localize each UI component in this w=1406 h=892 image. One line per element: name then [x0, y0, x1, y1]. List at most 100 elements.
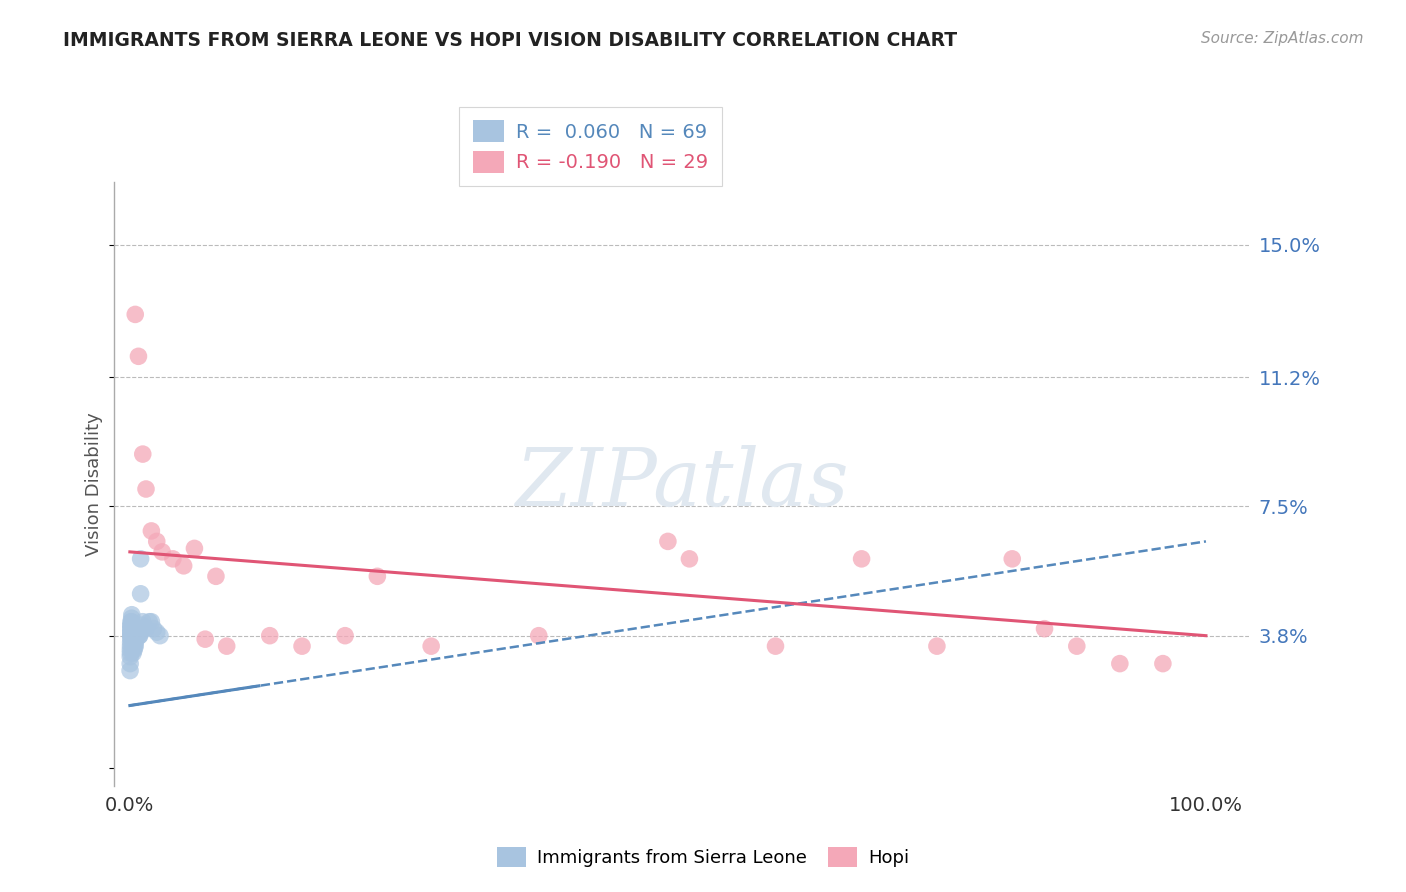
Point — [135, 622, 157, 636]
Point — [291, 639, 314, 653]
Text: ZIPatlas: ZIPatlas — [515, 445, 848, 523]
Point — [122, 635, 145, 649]
Text: IMMIGRANTS FROM SIERRA LEONE VS HOPI VISION DISABILITY CORRELATION CHART: IMMIGRANTS FROM SIERRA LEONE VS HOPI VIS… — [63, 31, 957, 50]
Point — [150, 545, 173, 559]
Point — [420, 639, 443, 653]
Point — [122, 629, 145, 643]
Point — [120, 618, 142, 632]
Point — [127, 625, 149, 640]
Point — [120, 615, 142, 629]
Point — [259, 629, 281, 643]
Point — [1001, 552, 1024, 566]
Point — [120, 632, 142, 647]
Point — [527, 629, 550, 643]
Point — [925, 639, 948, 653]
Point — [127, 629, 149, 643]
Point — [122, 625, 145, 640]
Point — [120, 629, 142, 643]
Point — [124, 635, 146, 649]
Point — [141, 615, 163, 629]
Point — [132, 622, 155, 636]
Point — [122, 629, 145, 643]
Point — [173, 558, 195, 573]
Point — [145, 625, 167, 640]
Point — [120, 622, 142, 636]
Point — [205, 569, 228, 583]
Point — [128, 625, 150, 640]
Point — [122, 639, 145, 653]
Point — [129, 622, 152, 636]
Point — [1066, 639, 1088, 653]
Point — [657, 534, 679, 549]
Point — [1152, 657, 1174, 671]
Point — [120, 646, 142, 660]
Text: Source: ZipAtlas.com: Source: ZipAtlas.com — [1201, 31, 1364, 46]
Point — [121, 607, 143, 622]
Point — [120, 622, 142, 636]
Point — [120, 629, 142, 643]
Point — [127, 625, 149, 640]
Point — [124, 629, 146, 643]
Point — [120, 629, 142, 643]
Y-axis label: Vision Disability: Vision Disability — [86, 412, 103, 556]
Point — [678, 552, 700, 566]
Point — [1108, 657, 1130, 671]
Point — [366, 569, 388, 583]
Point — [149, 629, 172, 643]
Point — [127, 622, 149, 636]
Point — [120, 657, 142, 671]
Point — [124, 632, 146, 647]
Point — [127, 625, 149, 640]
Point — [122, 635, 145, 649]
Point — [120, 649, 142, 664]
Point — [121, 625, 143, 640]
Point — [125, 629, 148, 643]
Point — [122, 642, 145, 657]
Point — [215, 639, 238, 653]
Point — [122, 635, 145, 649]
Legend: R =  0.060   N = 69, R = -0.190   N = 29: R = 0.060 N = 69, R = -0.190 N = 29 — [460, 107, 721, 186]
Point — [1033, 622, 1056, 636]
Point — [121, 611, 143, 625]
Point — [120, 635, 142, 649]
Point — [120, 639, 142, 653]
Point — [124, 307, 146, 321]
Point — [183, 541, 205, 556]
Point — [132, 615, 155, 629]
Point — [129, 552, 152, 566]
Point — [128, 629, 150, 643]
Point — [120, 625, 142, 640]
Point — [127, 349, 149, 363]
Point — [122, 632, 145, 647]
Point — [129, 587, 152, 601]
Point — [141, 524, 163, 538]
Point — [162, 552, 184, 566]
Point — [121, 632, 143, 647]
Point — [132, 447, 155, 461]
Point — [122, 632, 145, 647]
Point — [127, 622, 149, 636]
Point — [120, 642, 142, 657]
Point — [122, 646, 145, 660]
Point — [122, 642, 145, 657]
Point — [121, 615, 143, 629]
Point — [145, 534, 167, 549]
Point — [121, 629, 143, 643]
Point — [121, 622, 143, 636]
Point — [120, 618, 142, 632]
Point — [120, 622, 142, 636]
Point — [125, 625, 148, 640]
Point — [142, 622, 165, 636]
Point — [132, 622, 155, 636]
Point — [120, 664, 142, 678]
Point — [128, 629, 150, 643]
Point — [194, 632, 217, 647]
Point — [121, 618, 143, 632]
Point — [131, 618, 153, 632]
Point — [120, 625, 142, 640]
Point — [765, 639, 787, 653]
Legend: Immigrants from Sierra Leone, Hopi: Immigrants from Sierra Leone, Hopi — [489, 839, 917, 874]
Point — [333, 629, 356, 643]
Point — [124, 639, 146, 653]
Point — [851, 552, 873, 566]
